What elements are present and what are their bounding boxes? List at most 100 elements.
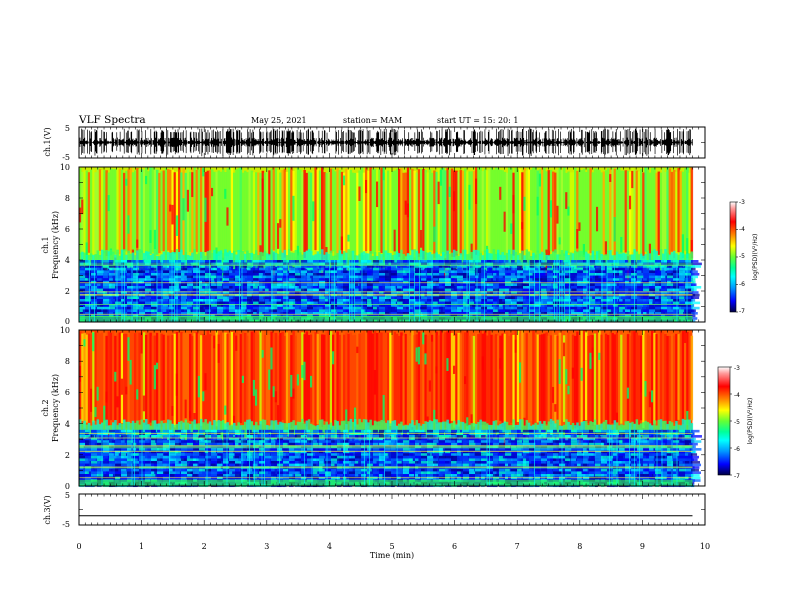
spectrogram-cell bbox=[667, 299, 674, 302]
spectrogram-cell bbox=[97, 278, 102, 281]
spectrogram-spot bbox=[211, 187, 214, 197]
spectrogram-cell bbox=[661, 309, 669, 312]
spectrogram-streak bbox=[134, 333, 137, 430]
spectrogram-cell bbox=[475, 437, 483, 441]
spectrogram-cell bbox=[601, 288, 611, 292]
spectrogram-cell bbox=[319, 440, 326, 443]
spectrogram-cell bbox=[637, 275, 644, 279]
spectrogram-streak bbox=[516, 330, 520, 422]
spectrogram-transition bbox=[688, 253, 691, 267]
spectrogram-cell bbox=[313, 304, 318, 307]
spectrogram-cell bbox=[337, 260, 341, 263]
spectrogram-cell bbox=[259, 267, 269, 271]
spectrogram-cell bbox=[229, 304, 239, 307]
spectrogram-streak bbox=[272, 167, 276, 251]
spectrogram-transition bbox=[204, 419, 207, 441]
spectrogram-cell bbox=[583, 312, 590, 315]
spectrogram-streak bbox=[598, 170, 601, 258]
spectrogram-cell bbox=[283, 306, 294, 310]
spectrogram-cell bbox=[385, 429, 392, 433]
spectrogram-spot bbox=[233, 415, 236, 426]
spectrogram-spot bbox=[424, 353, 427, 365]
spectrogram-cell bbox=[145, 278, 153, 281]
spectrogram-transition bbox=[316, 251, 320, 269]
spectrogram-cell bbox=[271, 312, 280, 315]
spectrogram-streak bbox=[340, 332, 344, 426]
spectrogram-spot bbox=[136, 389, 139, 400]
spectrogram-streak bbox=[657, 171, 661, 255]
spectrogram-cell bbox=[661, 275, 666, 279]
spectrogram-cell bbox=[325, 299, 329, 302]
spectrogram-cell bbox=[625, 286, 635, 289]
spectrogram-cell bbox=[103, 280, 110, 284]
spectrogram-cell bbox=[685, 278, 693, 281]
spectrogram-streak bbox=[393, 331, 397, 424]
spectrogram-burst bbox=[329, 260, 330, 322]
spectrogram-cell bbox=[199, 296, 209, 299]
spectrogram-cell bbox=[457, 275, 463, 279]
spectrogram-streak bbox=[237, 334, 240, 427]
spectrogram-streak bbox=[437, 167, 441, 260]
spectrogram-cell bbox=[511, 267, 521, 271]
spectrogram-cell bbox=[385, 283, 391, 286]
spectrogram-cell bbox=[127, 260, 136, 263]
spectrogram-cell bbox=[685, 309, 695, 312]
ch1-freq-tick-6: 6 bbox=[65, 225, 70, 234]
spectrogram-cell bbox=[187, 270, 192, 273]
spectrogram-cell bbox=[655, 306, 661, 310]
spectrogram-cell bbox=[397, 437, 405, 441]
spectrogram-streak bbox=[365, 330, 368, 430]
spectrogram-cell bbox=[523, 299, 531, 302]
spectrogram-cell bbox=[541, 286, 547, 289]
spectrogram-streak bbox=[200, 335, 203, 426]
spectrogram-cell bbox=[151, 283, 156, 286]
spectrogram-streak bbox=[257, 334, 260, 428]
spectrogram-cell bbox=[457, 309, 462, 312]
spectrogram-cell bbox=[445, 304, 451, 307]
spectrogram-spot bbox=[125, 178, 128, 186]
spectrogram-streak bbox=[345, 168, 348, 254]
spectrogram-cell bbox=[583, 304, 587, 307]
spectrogram-transition bbox=[140, 250, 144, 270]
spectrogram-streak bbox=[202, 333, 205, 424]
spectrogram-cell bbox=[517, 301, 526, 305]
spectrogram-cell bbox=[499, 270, 505, 273]
spectrogram-cell bbox=[181, 270, 188, 273]
spectrogram-cell bbox=[265, 265, 272, 268]
spectrogram-cell bbox=[451, 299, 462, 302]
spectrogram-cell bbox=[277, 304, 288, 307]
spectrogram-cell bbox=[487, 299, 494, 302]
spectrogram-transition bbox=[677, 424, 680, 435]
spectrogram-cell bbox=[319, 265, 324, 268]
spectrogram-transition bbox=[519, 253, 522, 267]
spectrogram-cell bbox=[589, 442, 595, 446]
spectrogram-streak bbox=[173, 333, 177, 428]
spectrogram-cell bbox=[667, 273, 678, 276]
spectrogram-cell bbox=[217, 304, 224, 307]
spectrogram-cell bbox=[313, 280, 320, 284]
spectrogram-cell bbox=[595, 260, 605, 263]
spectrogram-streak bbox=[354, 334, 357, 428]
spectrogram-cell bbox=[337, 304, 346, 307]
spectrogram-cell bbox=[229, 309, 238, 312]
spectrogram-cell bbox=[457, 283, 461, 286]
spectrogram-streak bbox=[200, 167, 203, 259]
spectrogram-cell bbox=[421, 312, 429, 315]
spectrogram-cell bbox=[391, 288, 396, 292]
spectrogram-transition bbox=[468, 424, 471, 435]
spectrogram-cell bbox=[619, 429, 630, 433]
spectrogram-streak bbox=[189, 171, 192, 252]
spectrogram-cell bbox=[469, 286, 474, 289]
spectrogram-cell bbox=[169, 273, 174, 276]
spectrogram-cell bbox=[91, 442, 95, 446]
spectrogram-cell bbox=[403, 437, 408, 441]
spectrogram-cell bbox=[439, 301, 450, 305]
spectrogram-transition bbox=[552, 420, 555, 440]
spectrogram-cell bbox=[403, 312, 412, 315]
spectrogram-cell bbox=[247, 265, 253, 268]
spectrogram-cell bbox=[373, 437, 383, 441]
spectrogram-cell bbox=[433, 267, 444, 271]
spectrogram-spot bbox=[79, 207, 82, 223]
spectrogram-cell bbox=[349, 273, 359, 276]
spectrogram-cell bbox=[643, 299, 651, 302]
